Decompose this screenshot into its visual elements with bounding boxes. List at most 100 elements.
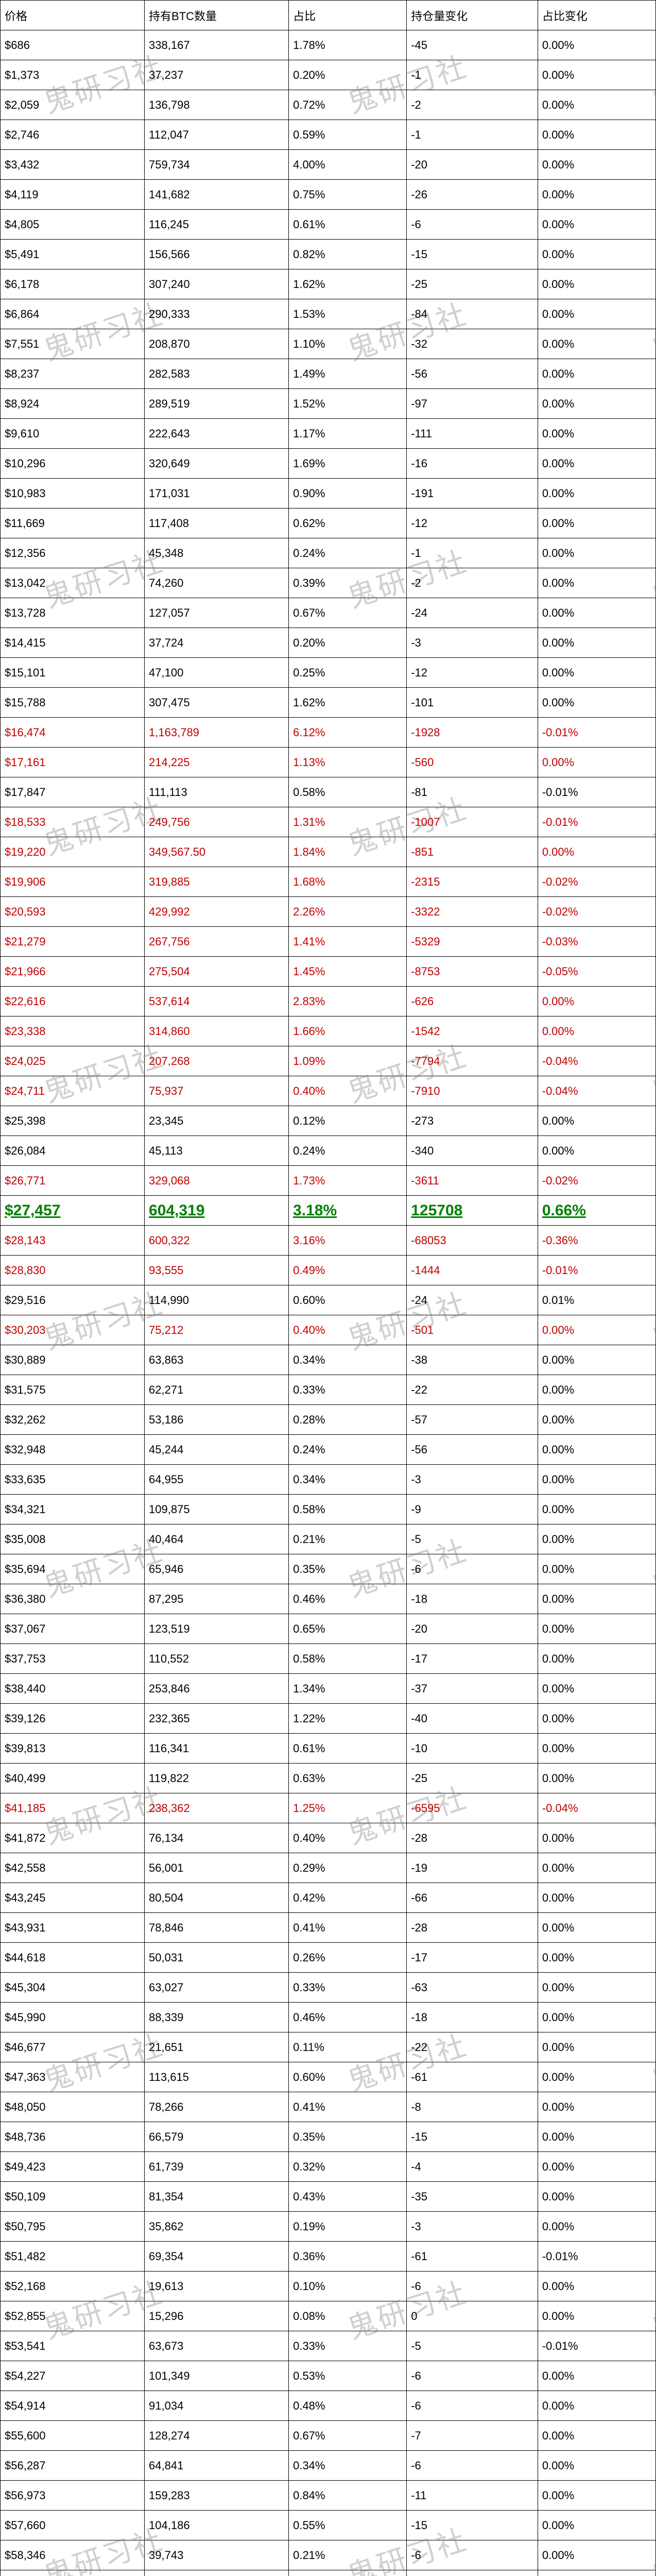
table-row: $36,38087,2950.46%-180.00% <box>1 1584 656 1614</box>
cell-pct: 0.48% <box>289 2391 407 2421</box>
table-row: $50,79535,8620.19%-30.00% <box>1 2212 656 2242</box>
cell-btc: 329,068 <box>145 1166 289 1196</box>
cell-price: $52,168 <box>1 2272 145 2301</box>
cell-dpct: -0.01% <box>538 1256 655 1285</box>
cell-btc: 45,348 <box>145 538 289 568</box>
cell-dpct: 0.00% <box>538 2032 655 2062</box>
cell-pct: 0.72% <box>289 90 407 120</box>
cell-btc: 267,756 <box>145 927 289 957</box>
cell-dpct: 0.00% <box>538 538 655 568</box>
cell-dpos: -4 <box>407 2152 538 2182</box>
cell-dpct: -0.04% <box>538 1793 655 1823</box>
table-row: $28,83093,5550.49%-1444-0.01% <box>1 1256 656 1285</box>
col-dpct: 占比变化 <box>538 1 655 30</box>
cell-price: $10,983 <box>1 479 145 509</box>
cell-btc: 15,296 <box>145 2301 289 2331</box>
table-row: $10,983171,0310.90%-1910.00% <box>1 479 656 509</box>
cell-btc: 63,863 <box>145 1345 289 1375</box>
cell-btc: 214,225 <box>145 748 289 777</box>
cell-price: $14,415 <box>1 628 145 658</box>
cell-dpos: -1 <box>407 60 538 90</box>
cell-dpct: 0.00% <box>538 449 655 479</box>
cell-price: $12,356 <box>1 538 145 568</box>
cell-pct: 1.22% <box>289 1704 407 1734</box>
cell-pct: 0.33% <box>289 2331 407 2361</box>
cell-pct: 0.41% <box>289 1913 407 1943</box>
cell-pct: 0.61% <box>289 1734 407 1764</box>
cell-pct: 0.29% <box>289 1853 407 1883</box>
cell-price: $31,575 <box>1 1375 145 1405</box>
cell-dpct: 0.00% <box>538 359 655 389</box>
cell-pct: 1.62% <box>289 269 407 299</box>
table-row: $19,220349,567.501.84%-8510.00% <box>1 837 656 867</box>
cell-dpct: 0.00% <box>538 269 655 299</box>
cell-price: $41,872 <box>1 1823 145 1853</box>
table-row: $55,600128,2740.67%-70.00% <box>1 2421 656 2451</box>
cell-pct: 0.10% <box>289 2272 407 2301</box>
cell-pct: 3.18% <box>289 1196 407 1226</box>
cell-btc: 127,057 <box>145 598 289 628</box>
cell-btc: 50,031 <box>145 1943 289 1973</box>
cell-pct: 0.21% <box>289 1524 407 1554</box>
cell-pct: 0.32% <box>289 2152 407 2182</box>
cell-price: $43,931 <box>1 1913 145 1943</box>
cell-dpct: 0.00% <box>538 568 655 598</box>
cell-btc: 35,862 <box>145 2212 289 2242</box>
cell-dpos: 125708 <box>407 1196 538 1226</box>
cell-btc: 141,682 <box>145 180 289 210</box>
cell-dpos: -10 <box>407 1734 538 1764</box>
cell-btc: 159,283 <box>145 2481 289 2511</box>
cell-price: $26,771 <box>1 1166 145 1196</box>
cell-price: $35,008 <box>1 1524 145 1554</box>
cell-btc: 81,354 <box>145 2182 289 2212</box>
table-row: $13,728127,0570.67%-240.00% <box>1 598 656 628</box>
cell-pct: 1.17% <box>289 419 407 449</box>
cell-dpct: 0.00% <box>538 60 655 90</box>
cell-btc: 116,245 <box>145 210 289 240</box>
cell-price: $20,593 <box>1 897 145 927</box>
cell-btc: 208,870 <box>145 329 289 359</box>
table-row: $43,24580,5040.42%-660.00% <box>1 1883 656 1913</box>
cell-pct: 0.35% <box>289 1554 407 1584</box>
table-row: $19,906319,8851.68%-2315-0.02% <box>1 867 656 897</box>
cell-pct: 0.22% <box>289 2570 407 2576</box>
table-row: $44,61850,0310.26%-170.00% <box>1 1943 656 1973</box>
table-row: $35,69465,9460.35%-60.00% <box>1 1554 656 1584</box>
cell-dpos: -17 <box>407 1943 538 1973</box>
table-row: $22,616537,6142.83%-6260.00% <box>1 987 656 1016</box>
cell-dpct: 0.00% <box>538 1943 655 1973</box>
cell-dpct: 0.00% <box>538 1644 655 1674</box>
cell-pct: 0.75% <box>289 180 407 210</box>
table-row: $54,91491,0340.48%-60.00% <box>1 2391 656 2421</box>
cell-dpos: -20 <box>407 150 538 180</box>
cell-price: $47,363 <box>1 2062 145 2092</box>
cell-dpct: 0.00% <box>538 329 655 359</box>
cell-btc: 117,408 <box>145 509 289 538</box>
cell-pct: 0.65% <box>289 1614 407 1644</box>
table-row: $23,338314,8601.66%-15420.00% <box>1 1016 656 1046</box>
cell-price: $30,889 <box>1 1345 145 1375</box>
cell-dpos: -2 <box>407 568 538 598</box>
cell-dpct: 0.00% <box>538 2003 655 2032</box>
cell-btc: 112,047 <box>145 120 289 150</box>
cell-dpos: -20 <box>407 1614 538 1644</box>
cell-btc: 759,734 <box>145 150 289 180</box>
table-row: $34,321109,8750.58%-90.00% <box>1 1495 656 1524</box>
cell-dpos: -1542 <box>407 1016 538 1046</box>
cell-dpos: -6 <box>407 210 538 240</box>
cell-pct: 0.21% <box>289 2540 407 2570</box>
table-row: $41,185238,3621.25%-6595-0.04% <box>1 1793 656 1823</box>
cell-pct: 1.25% <box>289 1793 407 1823</box>
cell-btc: 171,031 <box>145 479 289 509</box>
table-row: $40,499119,8220.63%-250.00% <box>1 1764 656 1793</box>
cell-dpos: -56 <box>407 1435 538 1465</box>
cell-price: $21,279 <box>1 927 145 957</box>
cell-btc: 537,614 <box>145 987 289 1016</box>
cell-btc: 338,167 <box>145 30 289 60</box>
cell-pct: 0.62% <box>289 509 407 538</box>
cell-pct: 0.55% <box>289 2511 407 2540</box>
table-row: $5,491156,5660.82%-150.00% <box>1 240 656 269</box>
cell-pct: 3.16% <box>289 1226 407 1256</box>
cell-dpos: -35 <box>407 2182 538 2212</box>
table-row: $35,00840,4640.21%-50.00% <box>1 1524 656 1554</box>
